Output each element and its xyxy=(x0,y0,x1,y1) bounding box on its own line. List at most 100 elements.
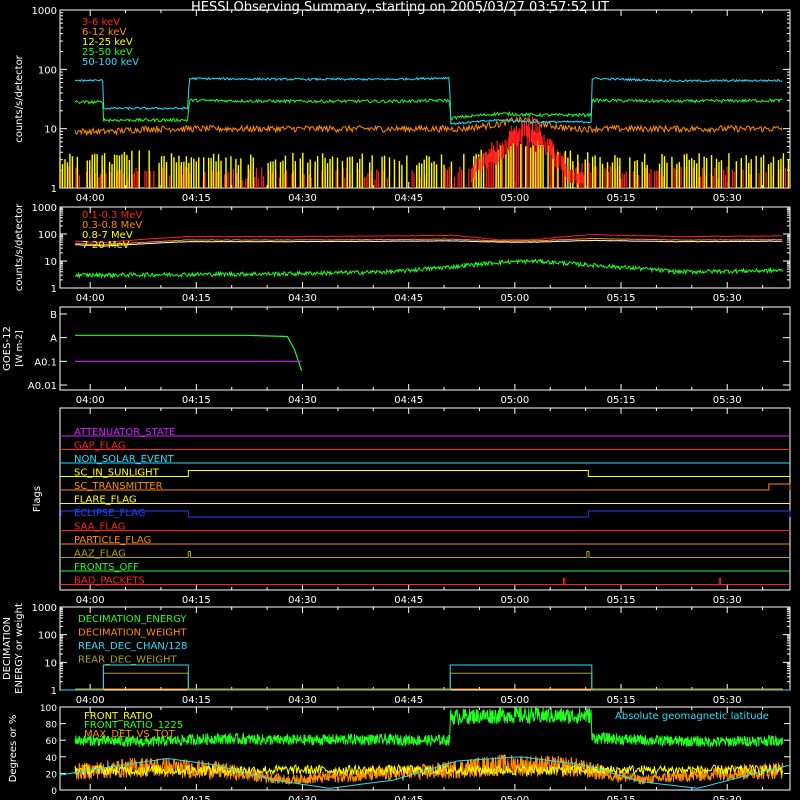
panel-5: 04:00 04:15 04:30 04:45 05:00 05:15 05:30 0 20 40… xyxy=(8,704,791,800)
series-25-50-kev-line xyxy=(74,97,783,123)
panel-0: 04:00 04:15 04:30 04:45 05:00 05:15 05:30 1 10 10… xyxy=(14,6,791,204)
y-tick-label: 10 xyxy=(44,125,57,136)
y-tick-label: 1 xyxy=(51,284,57,295)
max-det-vs-tot-line xyxy=(74,754,784,786)
x-tick-label: 04:00 xyxy=(76,193,105,204)
y-tick-label: A xyxy=(50,334,57,345)
goes-long-channel-line xyxy=(75,334,303,371)
front-ratio-line xyxy=(74,763,784,777)
x-tick-label: 04:15 xyxy=(182,395,211,406)
y-axis-label: GOES-12 xyxy=(2,326,13,371)
legend-entry: DECIMATION_WEIGHT xyxy=(78,628,187,639)
y-axis-label: Degrees or % xyxy=(8,715,19,783)
flag-label: SC_IN_SUNLIGHT xyxy=(74,468,160,479)
y-tick-label: 10 xyxy=(44,658,57,669)
series-7-20-mev-line xyxy=(74,258,784,280)
series-50-100-kev-line xyxy=(74,76,783,126)
x-tick-label: 05:30 xyxy=(713,293,742,304)
x-tick-label: 04:00 xyxy=(76,293,105,304)
decimation-series-line xyxy=(60,664,790,691)
legend-entry: 50-100 keV xyxy=(82,57,139,68)
flag-line xyxy=(60,470,790,477)
x-tick-label: 04:15 xyxy=(182,695,211,706)
x-tick-label: 04:45 xyxy=(394,695,423,706)
x-tick-label: 05:00 xyxy=(500,695,529,706)
series-0-1-0-3-mev-line xyxy=(75,234,783,244)
y-axis-label: Flags xyxy=(32,486,43,512)
x-tick-label: 04:30 xyxy=(288,595,317,606)
x-tick-label: 04:45 xyxy=(394,795,423,800)
y-tick-label: A0.1 xyxy=(34,357,57,368)
flag-label: ECLIPSE_FLAG xyxy=(74,508,145,519)
x-tick-label: 05:30 xyxy=(713,695,742,706)
y-tick-label: 100 xyxy=(38,230,57,241)
panel-frame xyxy=(59,306,791,391)
panel-frame xyxy=(59,407,791,591)
y-tick-label: 1000 xyxy=(32,603,57,614)
x-tick-label: 04:00 xyxy=(76,695,105,706)
flag-line xyxy=(60,483,791,491)
flag-line xyxy=(60,578,790,585)
y-tick-label: 1000 xyxy=(32,203,57,214)
x-tick-label: 05:15 xyxy=(607,293,636,304)
x-tick-label: 04:45 xyxy=(394,395,423,406)
y-tick-label: 10 xyxy=(44,257,57,268)
y-tick-label: 1 xyxy=(51,686,57,697)
legend-entry: 0.1-0.3 MeV xyxy=(82,210,142,221)
x-tick-label: 04:15 xyxy=(182,193,211,204)
x-tick-label: 04:30 xyxy=(288,395,317,406)
legend-entry: MAX_DET_VS_TOT xyxy=(84,729,176,740)
legend-entry: REAR_DEC_WEIGHT xyxy=(78,655,177,666)
x-tick-label: 04:45 xyxy=(394,595,423,606)
legend-entry: 12-25 keV xyxy=(82,37,133,48)
x-tick-label: 05:15 xyxy=(607,395,636,406)
panel-3: 04:00 04:15 04:30 04:45 05:00 05:15 05:30 Flags… xyxy=(32,407,791,606)
panel-1: 04:00 04:15 04:30 04:45 05:00 05:15 05:30 1 10 10… xyxy=(14,203,791,304)
y-axis-label: counts/s/detector xyxy=(14,203,25,291)
x-tick-label: 05:15 xyxy=(607,595,636,606)
x-tick-label: 04:30 xyxy=(288,695,317,706)
page-title: HESSI Observing Summary, starting on 200… xyxy=(191,0,609,15)
flag-line xyxy=(60,551,790,558)
x-tick-label: 04:30 xyxy=(288,193,317,204)
x-tick-label: 04:45 xyxy=(394,193,423,204)
series-0-3-0-8-mev-line xyxy=(75,237,783,246)
y-axis-label: DECIMATION xyxy=(2,617,13,680)
x-tick-label: 05:15 xyxy=(607,795,636,800)
y-tick-label: 60 xyxy=(46,737,58,747)
legend-entry: FRONT_RATIO_1225 xyxy=(84,720,183,731)
y-tick-label: 100 xyxy=(40,704,57,714)
x-tick-label: 04:30 xyxy=(288,293,317,304)
y-tick-label: 100 xyxy=(38,631,57,642)
legend-entry: 0.8-7 MeV xyxy=(82,230,133,241)
flag-label: AAZ_FLAG xyxy=(74,549,126,560)
annotation-label: Absolute geomagnetic latitude xyxy=(615,711,769,722)
flag-label: ATTENUATOR_STATE xyxy=(74,427,175,438)
y-tick-label: 1000 xyxy=(32,6,57,17)
flag-label: NON_SOLAR_EVENT xyxy=(74,454,175,465)
panel-frame xyxy=(59,706,791,791)
x-tick-label: 05:15 xyxy=(607,695,636,706)
geomagnetic-latitude-line xyxy=(59,756,790,789)
legend-entry: FRONT_RATIO xyxy=(84,711,153,722)
x-tick-label: 04:15 xyxy=(182,595,211,606)
legend-entry: REAR_DEC_CHAN/128 xyxy=(78,641,187,652)
y-tick-label: 0 xyxy=(51,787,57,797)
series-6-12-kev-line xyxy=(74,115,783,137)
x-tick-label: 05:30 xyxy=(713,193,742,204)
y-axis-unit: [W m-2] xyxy=(15,330,25,367)
x-tick-label: 05:00 xyxy=(500,293,529,304)
y-tick-label: A0.01 xyxy=(28,381,57,392)
panel-frame xyxy=(59,206,791,289)
legend-entry: 3-6 keV xyxy=(82,17,120,28)
flag-label: PARTICLE_FLAG xyxy=(74,535,151,546)
x-tick-label: 05:30 xyxy=(713,595,742,606)
y-tick-label: 100 xyxy=(38,65,57,76)
x-tick-label: 04:00 xyxy=(76,395,105,406)
decimation-series-line xyxy=(60,672,790,691)
flag-label: SC_TRANSMITTER xyxy=(74,481,163,492)
y-axis-label: counts/s/detector xyxy=(14,54,25,142)
y-tick-label: 40 xyxy=(46,754,58,764)
x-tick-label: 05:00 xyxy=(500,193,529,204)
x-tick-label: 05:30 xyxy=(713,795,742,800)
